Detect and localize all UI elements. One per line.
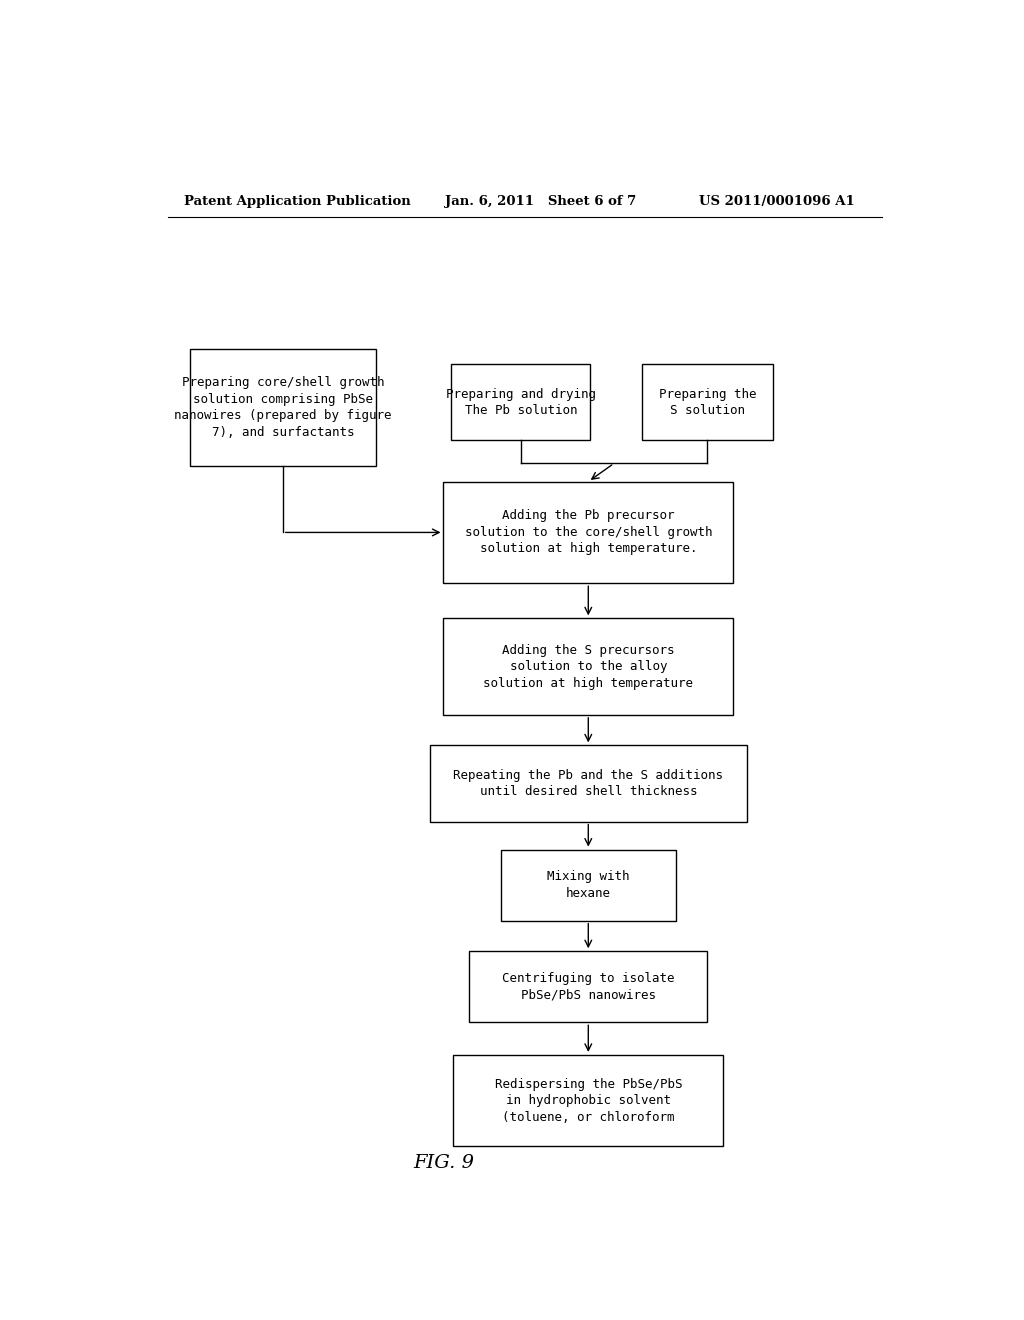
Text: Adding the S precursors
solution to the alloy
solution at high temperature: Adding the S precursors solution to the … — [483, 644, 693, 689]
Text: Redispersing the PbSe/PbS
in hydrophobic solvent
(toluene, or chloroform: Redispersing the PbSe/PbS in hydrophobic… — [495, 1077, 682, 1123]
Text: Centrifuging to isolate
PbSe/PbS nanowires: Centrifuging to isolate PbSe/PbS nanowir… — [502, 972, 675, 1002]
Text: Repeating the Pb and the S additions
until desired shell thickness: Repeating the Pb and the S additions unt… — [454, 768, 723, 799]
Text: US 2011/0001096 A1: US 2011/0001096 A1 — [699, 194, 855, 207]
Text: Mixing with
hexane: Mixing with hexane — [547, 870, 630, 900]
Text: Patent Application Publication: Patent Application Publication — [183, 194, 411, 207]
FancyBboxPatch shape — [430, 746, 748, 821]
FancyBboxPatch shape — [452, 364, 590, 441]
FancyBboxPatch shape — [443, 618, 733, 715]
FancyBboxPatch shape — [189, 348, 376, 466]
FancyBboxPatch shape — [454, 1055, 723, 1146]
Text: Jan. 6, 2011   Sheet 6 of 7: Jan. 6, 2011 Sheet 6 of 7 — [445, 194, 637, 207]
Text: Preparing the
S solution: Preparing the S solution — [658, 388, 756, 417]
FancyBboxPatch shape — [443, 482, 733, 583]
Text: Adding the Pb precursor
solution to the core/shell growth
solution at high tempe: Adding the Pb precursor solution to the … — [465, 510, 712, 556]
FancyBboxPatch shape — [501, 850, 676, 921]
FancyBboxPatch shape — [469, 952, 708, 1022]
Text: Preparing core/shell growth
solution comprising PbSe
nanowires (prepared by figu: Preparing core/shell growth solution com… — [174, 376, 391, 438]
Text: FIG. 9: FIG. 9 — [414, 1155, 475, 1172]
FancyBboxPatch shape — [642, 364, 773, 441]
Text: Preparing and drying
The Pb solution: Preparing and drying The Pb solution — [445, 388, 596, 417]
